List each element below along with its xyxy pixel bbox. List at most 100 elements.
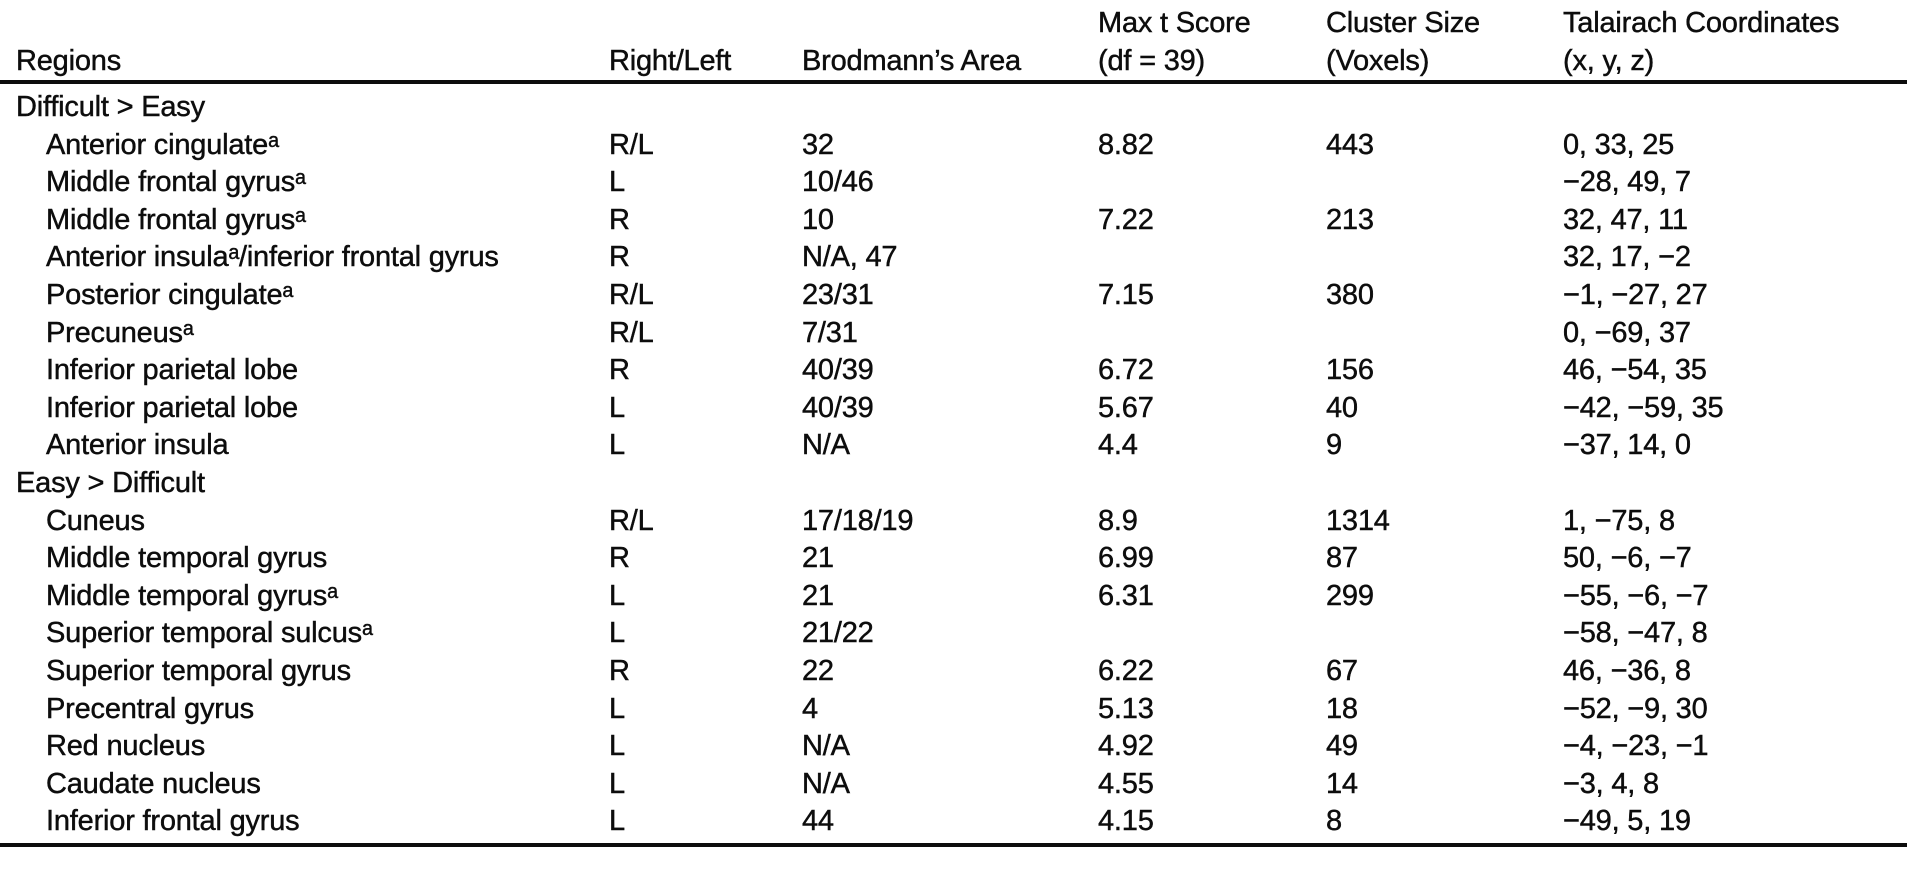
- table-row: Posterior cingulateᵃ R/L 23/31 7.15 380 …: [0, 277, 1907, 315]
- cell-t: 4.55: [1098, 767, 1154, 800]
- cell-region: Superior temporal sulcusᵃ: [46, 617, 373, 650]
- table-row: Precuneusᵃ R/L 7/31 0, −69, 37: [0, 315, 1907, 353]
- table-row: Anterior insula L N/A 4.4 9 −37, 14, 0: [0, 427, 1907, 465]
- col-header-line1: Max t Score: [1098, 7, 1251, 39]
- table-body: Difficult > Easy Anterior cingulateᵃ R/L…: [0, 84, 1907, 841]
- cell-coords: −3, 4, 8: [1563, 767, 1659, 800]
- cell-side: L: [609, 617, 625, 650]
- section-title: Difficult > Easy: [16, 91, 205, 123]
- table-row: Superior temporal sulcusᵃ L 21/22 −58, −…: [0, 615, 1907, 653]
- cell-coords: 0, 33, 25: [1563, 128, 1675, 161]
- cell-coords: −52, −9, 30: [1563, 692, 1708, 725]
- cell-brodmann: 32: [802, 128, 834, 161]
- cell-cluster: [1326, 164, 1563, 202]
- cell-cluster: 380: [1326, 278, 1374, 311]
- cell-region: Red nucleus: [46, 730, 206, 763]
- cell-side: R/L: [609, 278, 654, 311]
- cell-side: R: [609, 354, 630, 387]
- table-row: Middle frontal gyrusᵃ R 10 7.22 213 32, …: [0, 202, 1907, 240]
- col-header-line2: Brodmann’s Area: [802, 45, 1022, 77]
- cell-side: L: [609, 692, 625, 725]
- cell-cluster: 213: [1326, 203, 1374, 236]
- cell-region: Precentral gyrus: [46, 692, 255, 725]
- cell-t: 6.72: [1098, 354, 1154, 387]
- table-row: Caudate nucleus L N/A 4.55 14 −3, 4, 8: [0, 766, 1907, 804]
- cell-region: Precuneusᵃ: [46, 316, 194, 349]
- cell-region: Inferior parietal lobe: [46, 391, 299, 424]
- cell-region: Anterior insulaᵃ/inferior frontal gyrus: [46, 241, 499, 274]
- cell-region: Posterior cingulateᵃ: [46, 278, 294, 311]
- col-header-brodmann: Brodmann’s Area: [802, 4, 1098, 80]
- cell-cluster: 1314: [1326, 504, 1390, 537]
- cell-side: R/L: [609, 504, 654, 537]
- cell-cluster: 299: [1326, 579, 1374, 612]
- table-row: Inferior parietal lobe L 40/39 5.67 40 −…: [0, 390, 1907, 428]
- col-header-line2: (df = 39): [1098, 45, 1206, 77]
- section-header-row: Easy > Difficult: [0, 465, 1907, 503]
- cell-coords: 46, −36, 8: [1563, 654, 1691, 687]
- cell-region: Middle frontal gyrusᵃ: [46, 203, 306, 236]
- cell-side: R/L: [609, 128, 654, 161]
- results-table: Regions Right/Left Brodmann’s Area Max t…: [0, 0, 1907, 847]
- table-row: Inferior parietal lobe R 40/39 6.72 156 …: [0, 352, 1907, 390]
- cell-brodmann: 44: [802, 805, 834, 838]
- cell-side: L: [609, 166, 625, 199]
- col-header-right-left: Right/Left: [609, 4, 802, 80]
- table-row: Cuneus R/L 17/18/19 8.9 1314 1, −75, 8: [0, 503, 1907, 541]
- cell-t: [1098, 239, 1326, 277]
- cell-t: 6.99: [1098, 542, 1154, 575]
- cell-coords: 1, −75, 8: [1563, 504, 1675, 537]
- cell-cluster: 9: [1326, 429, 1342, 462]
- cell-coords: 0, −69, 37: [1563, 316, 1691, 349]
- table-row: Red nucleus L N/A 4.92 49 −4, −23, −1: [0, 728, 1907, 766]
- cell-cluster: 49: [1326, 730, 1358, 763]
- cell-coords: −42, −59, 35: [1563, 391, 1724, 424]
- cell-brodmann: N/A: [802, 730, 850, 763]
- cell-cluster: [1326, 239, 1563, 277]
- cell-brodmann: 10: [802, 203, 834, 236]
- col-header-line2: (Voxels): [1326, 45, 1430, 77]
- col-header-line1: [802, 4, 1098, 42]
- section-title: Easy > Difficult: [16, 466, 205, 499]
- cell-cluster: 18: [1326, 692, 1358, 725]
- cell-cluster: 8: [1326, 805, 1342, 838]
- cell-region: Inferior frontal gyrus: [46, 805, 300, 838]
- col-header-line1: Talairach Coordinates: [1563, 7, 1840, 39]
- cell-t: 6.31: [1098, 579, 1154, 612]
- cell-cluster: 14: [1326, 767, 1358, 800]
- cell-region: Caudate nucleus: [46, 767, 261, 800]
- cell-coords: −49, 5, 19: [1563, 805, 1691, 838]
- cell-t: 4.92: [1098, 730, 1154, 763]
- cell-coords: −37, 14, 0: [1563, 429, 1691, 462]
- cell-side: R: [609, 654, 630, 687]
- cell-t: 7.15: [1098, 278, 1154, 311]
- cell-brodmann: 40/39: [802, 391, 874, 424]
- col-header-line1: [16, 4, 609, 42]
- cell-side: L: [609, 767, 625, 800]
- cell-side: L: [609, 805, 625, 838]
- cell-coords: −28, 49, 7: [1563, 166, 1691, 199]
- cell-region: Anterior insula: [46, 429, 229, 462]
- col-header-cluster-size: Cluster Size (Voxels): [1326, 4, 1563, 80]
- table-header-row: Regions Right/Left Brodmann’s Area Max t…: [0, 0, 1907, 84]
- table-row: Precentral gyrus L 4 5.13 18 −52, −9, 30: [0, 691, 1907, 729]
- cell-brodmann: 21: [802, 579, 834, 612]
- cell-region: Superior temporal gyrus: [46, 654, 352, 687]
- cell-t: 4.4: [1098, 429, 1138, 462]
- cell-region: Middle frontal gyrusᵃ: [46, 166, 306, 199]
- table-bottom-rule: [0, 842, 1907, 847]
- col-header-line2: Regions: [16, 45, 122, 77]
- cell-region: Cuneus: [46, 504, 145, 537]
- cell-coords: −1, −27, 27: [1563, 278, 1708, 311]
- cell-brodmann: 21/22: [802, 617, 874, 650]
- cell-t: 8.82: [1098, 128, 1154, 161]
- cell-region: Middle temporal gyrusᵃ: [46, 579, 338, 612]
- cell-brodmann: N/A: [802, 767, 850, 800]
- cell-t: [1098, 615, 1326, 653]
- col-header-line2: (x, y, z): [1563, 45, 1655, 77]
- col-header-max-t: Max t Score (df = 39): [1098, 4, 1326, 80]
- cell-side: L: [609, 429, 625, 462]
- cell-region: Inferior parietal lobe: [46, 354, 299, 387]
- cell-side: R: [609, 203, 630, 236]
- cell-side: R: [609, 542, 630, 575]
